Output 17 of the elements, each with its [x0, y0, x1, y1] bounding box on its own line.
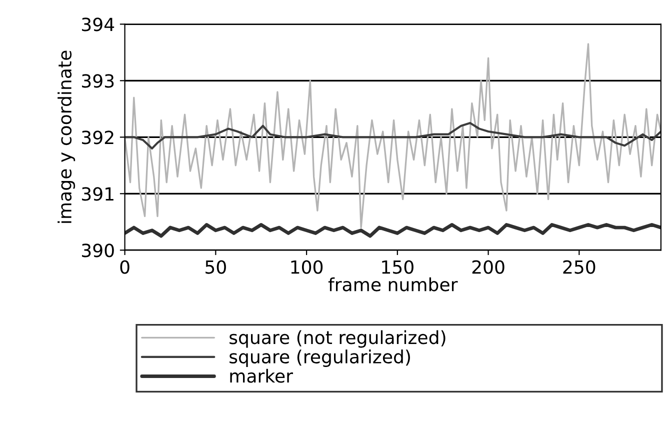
x-tick-label: 100 — [291, 260, 323, 274]
x-tick-label: 0 — [120, 260, 130, 274]
x-tick-label: 200 — [472, 260, 504, 274]
x-tick-label: 50 — [206, 260, 226, 274]
legend-label: marker — [230, 368, 294, 383]
x-tick-label: 150 — [382, 260, 414, 274]
legend-label: square (not regularized) — [230, 330, 446, 348]
y-tick-label: 390 — [82, 244, 114, 258]
y-axis-title: image y coordinate — [58, 50, 76, 223]
y-tick-label: 392 — [82, 130, 114, 144]
x-axis-title: frame number — [328, 277, 458, 292]
legend-label: square (regularized) — [230, 350, 410, 368]
x-tick-label: 250 — [563, 260, 596, 274]
line-series — [124, 223, 661, 238]
y-tick-label: 391 — [82, 187, 114, 201]
y-tick-label: 394 — [82, 18, 114, 32]
y-tick-label: 393 — [82, 74, 114, 88]
